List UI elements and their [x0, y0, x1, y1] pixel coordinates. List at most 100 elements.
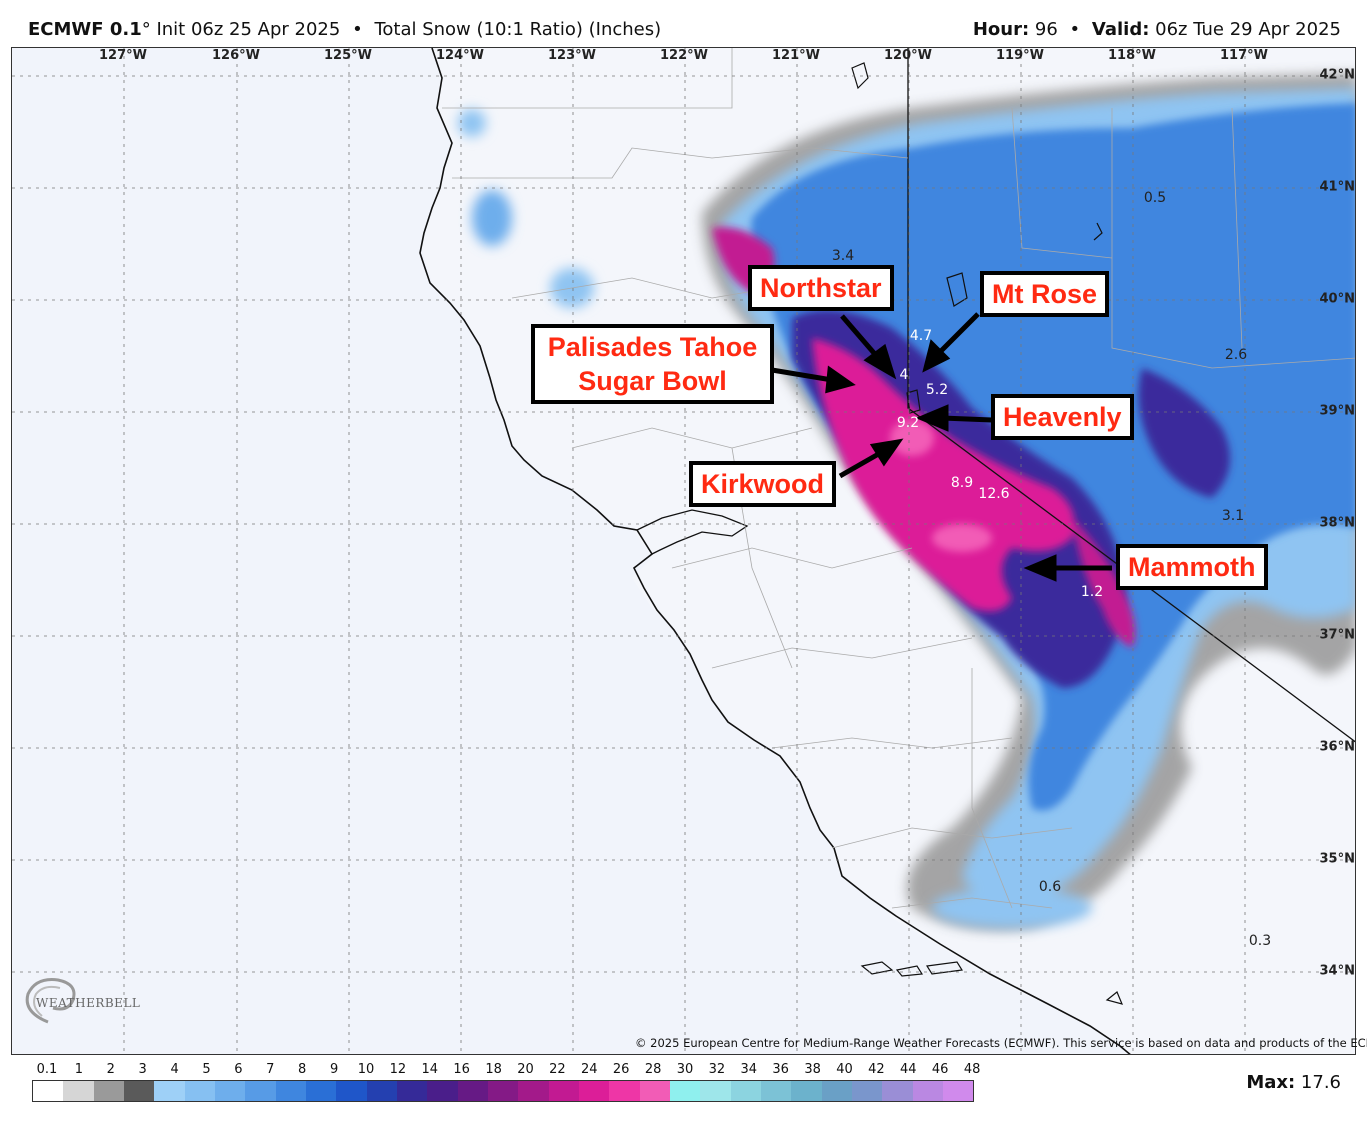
weatherbell-swirl-logo [25, 978, 76, 1024]
legend-color-swatch [912, 1081, 943, 1101]
point-value: 5.2 [925, 382, 949, 398]
lon-label-123w: 123°W [548, 48, 596, 63]
callout-mt-rose: Mt Rose [980, 271, 1110, 317]
legend-tick-label: 6 [234, 1062, 243, 1077]
legend-tick-label: 5 [202, 1062, 211, 1077]
point-value: 4 [899, 367, 909, 383]
legend-color-swatch [882, 1081, 913, 1101]
legend-color-swatch [700, 1081, 731, 1101]
legend-color-swatch [93, 1081, 124, 1101]
init-time: Init 06z 25 Apr 2025 [156, 19, 341, 40]
lat-label-39n: 39°N [1319, 403, 1355, 419]
legend-color-swatch [609, 1081, 640, 1101]
legend-tick-label: 10 [357, 1062, 375, 1077]
legend-color-swatch [639, 1081, 670, 1101]
point-value: 1.2 [1080, 584, 1104, 600]
lakes [851, 62, 1103, 414]
legend-tick-label: 22 [549, 1062, 566, 1077]
legend-tick-label: 34 [740, 1062, 758, 1077]
state-borders [907, 48, 1355, 743]
legend-tick-label: 30 [676, 1062, 694, 1077]
san-francisco-bay [636, 509, 749, 555]
point-value: 3.4 [831, 248, 855, 264]
lat-label-41n: 41°N [1319, 179, 1355, 195]
max-value: 17.6 [1300, 1072, 1341, 1093]
snow-band-blue [751, 103, 1355, 811]
legend-tick-label: 26 [612, 1062, 630, 1077]
legend-tick-label: 36 [772, 1062, 789, 1077]
max-value-block: Max: 17.6 [1246, 1072, 1341, 1093]
legend-color-swatch [275, 1081, 306, 1101]
legend-tick-label: 32 [708, 1062, 726, 1077]
legend-tick-label: 2 [106, 1062, 115, 1077]
legend-color-swatch [821, 1081, 852, 1101]
point-value: 0.5 [1143, 190, 1167, 206]
map-title: ECMWF 0.1° Init 06z 25 Apr 2025 • Total … [28, 18, 661, 42]
model-name: ECMWF 0.1 [28, 19, 142, 40]
lon-label-119w: 119°W [996, 48, 1044, 63]
legend-tick-label: 20 [517, 1062, 534, 1077]
legend-color-swatch [518, 1081, 549, 1101]
lon-label-122w: 122°W [660, 48, 708, 63]
degree-symbol: ° [141, 19, 151, 40]
legend-tick-label: 40 [836, 1062, 853, 1077]
legend-tick-label: 14 [421, 1062, 439, 1077]
legend-colorbar [32, 1080, 974, 1102]
legend-color-swatch [336, 1081, 367, 1101]
legend-color-swatch [33, 1081, 64, 1101]
point-value: 8.9 [950, 475, 974, 491]
lon-label-120w: 120°W [884, 48, 932, 63]
lat-label-42n: 42°N [1319, 67, 1355, 83]
product-name: Total Snow (10:1 Ratio) (Inches) [374, 19, 662, 40]
lon-label-127w: 127°W [99, 48, 147, 63]
legend-color-swatch [214, 1081, 246, 1101]
legend-color-swatch [578, 1081, 610, 1101]
legend-tick-label: 44 [900, 1062, 917, 1077]
legend-color-swatch [548, 1081, 579, 1101]
hour-label: Hour: [972, 19, 1030, 40]
legend-color-swatch [942, 1081, 974, 1101]
legend-color-swatch [760, 1081, 792, 1101]
legend-color-swatch [669, 1081, 701, 1101]
callout-kirkwood: Kirkwood [689, 461, 837, 507]
callout-mammoth: Mammoth [1116, 544, 1268, 590]
legend-tick-label: 9 [329, 1062, 339, 1077]
callout-palisades-line1: Palisades Tahoe [547, 332, 758, 362]
legend-color-swatch [366, 1081, 397, 1101]
legend-tick-label: 8 [298, 1062, 307, 1077]
lat-label-36n: 36°N [1319, 739, 1355, 755]
lon-label-117w: 117°W [1220, 48, 1268, 63]
legend-tick-label: 16 [453, 1062, 470, 1077]
legend-tick-label: 1 [74, 1062, 84, 1077]
lon-label-121w: 121°W [772, 48, 820, 63]
legend-color-swatch [730, 1081, 761, 1101]
lon-label-125w: 125°W [324, 48, 372, 63]
point-value: 12.6 [978, 486, 1010, 502]
legend-color-swatch [63, 1081, 94, 1101]
lon-label-118w: 118°W [1108, 48, 1156, 63]
lat-label-34n: 34°N [1319, 963, 1355, 979]
point-value: 0.3 [1248, 933, 1272, 949]
legend-tick-label: 46 [931, 1062, 949, 1077]
legend-color-swatch [851, 1081, 883, 1101]
lat-label-37n: 37°N [1319, 627, 1355, 643]
weatherbell-logo-text: WEATHERBELL [36, 996, 141, 1010]
title-separator: • [352, 19, 363, 40]
legend-tick-label: 42 [868, 1062, 885, 1077]
snow-band-pink [890, 420, 992, 552]
legend-tick-label: 38 [804, 1062, 821, 1077]
legend-color-swatch [245, 1081, 276, 1101]
legend-color-swatch [154, 1081, 185, 1101]
max-label: Max: [1246, 1072, 1296, 1093]
point-value: 9.2 [896, 415, 920, 431]
legend-color-swatch [457, 1081, 488, 1101]
point-value: 3.1 [1221, 508, 1245, 524]
callout-northstar: Northstar [748, 265, 894, 311]
legend-tick-label: 48 [963, 1062, 981, 1077]
lat-label-35n: 35°N [1319, 851, 1355, 867]
hour-value: 96 [1034, 19, 1058, 40]
legend-tick-label: 18 [485, 1062, 502, 1077]
lat-label-40n: 40°N [1319, 291, 1355, 307]
point-value: 2.6 [1224, 347, 1248, 363]
point-value: 4.7 [909, 328, 933, 344]
